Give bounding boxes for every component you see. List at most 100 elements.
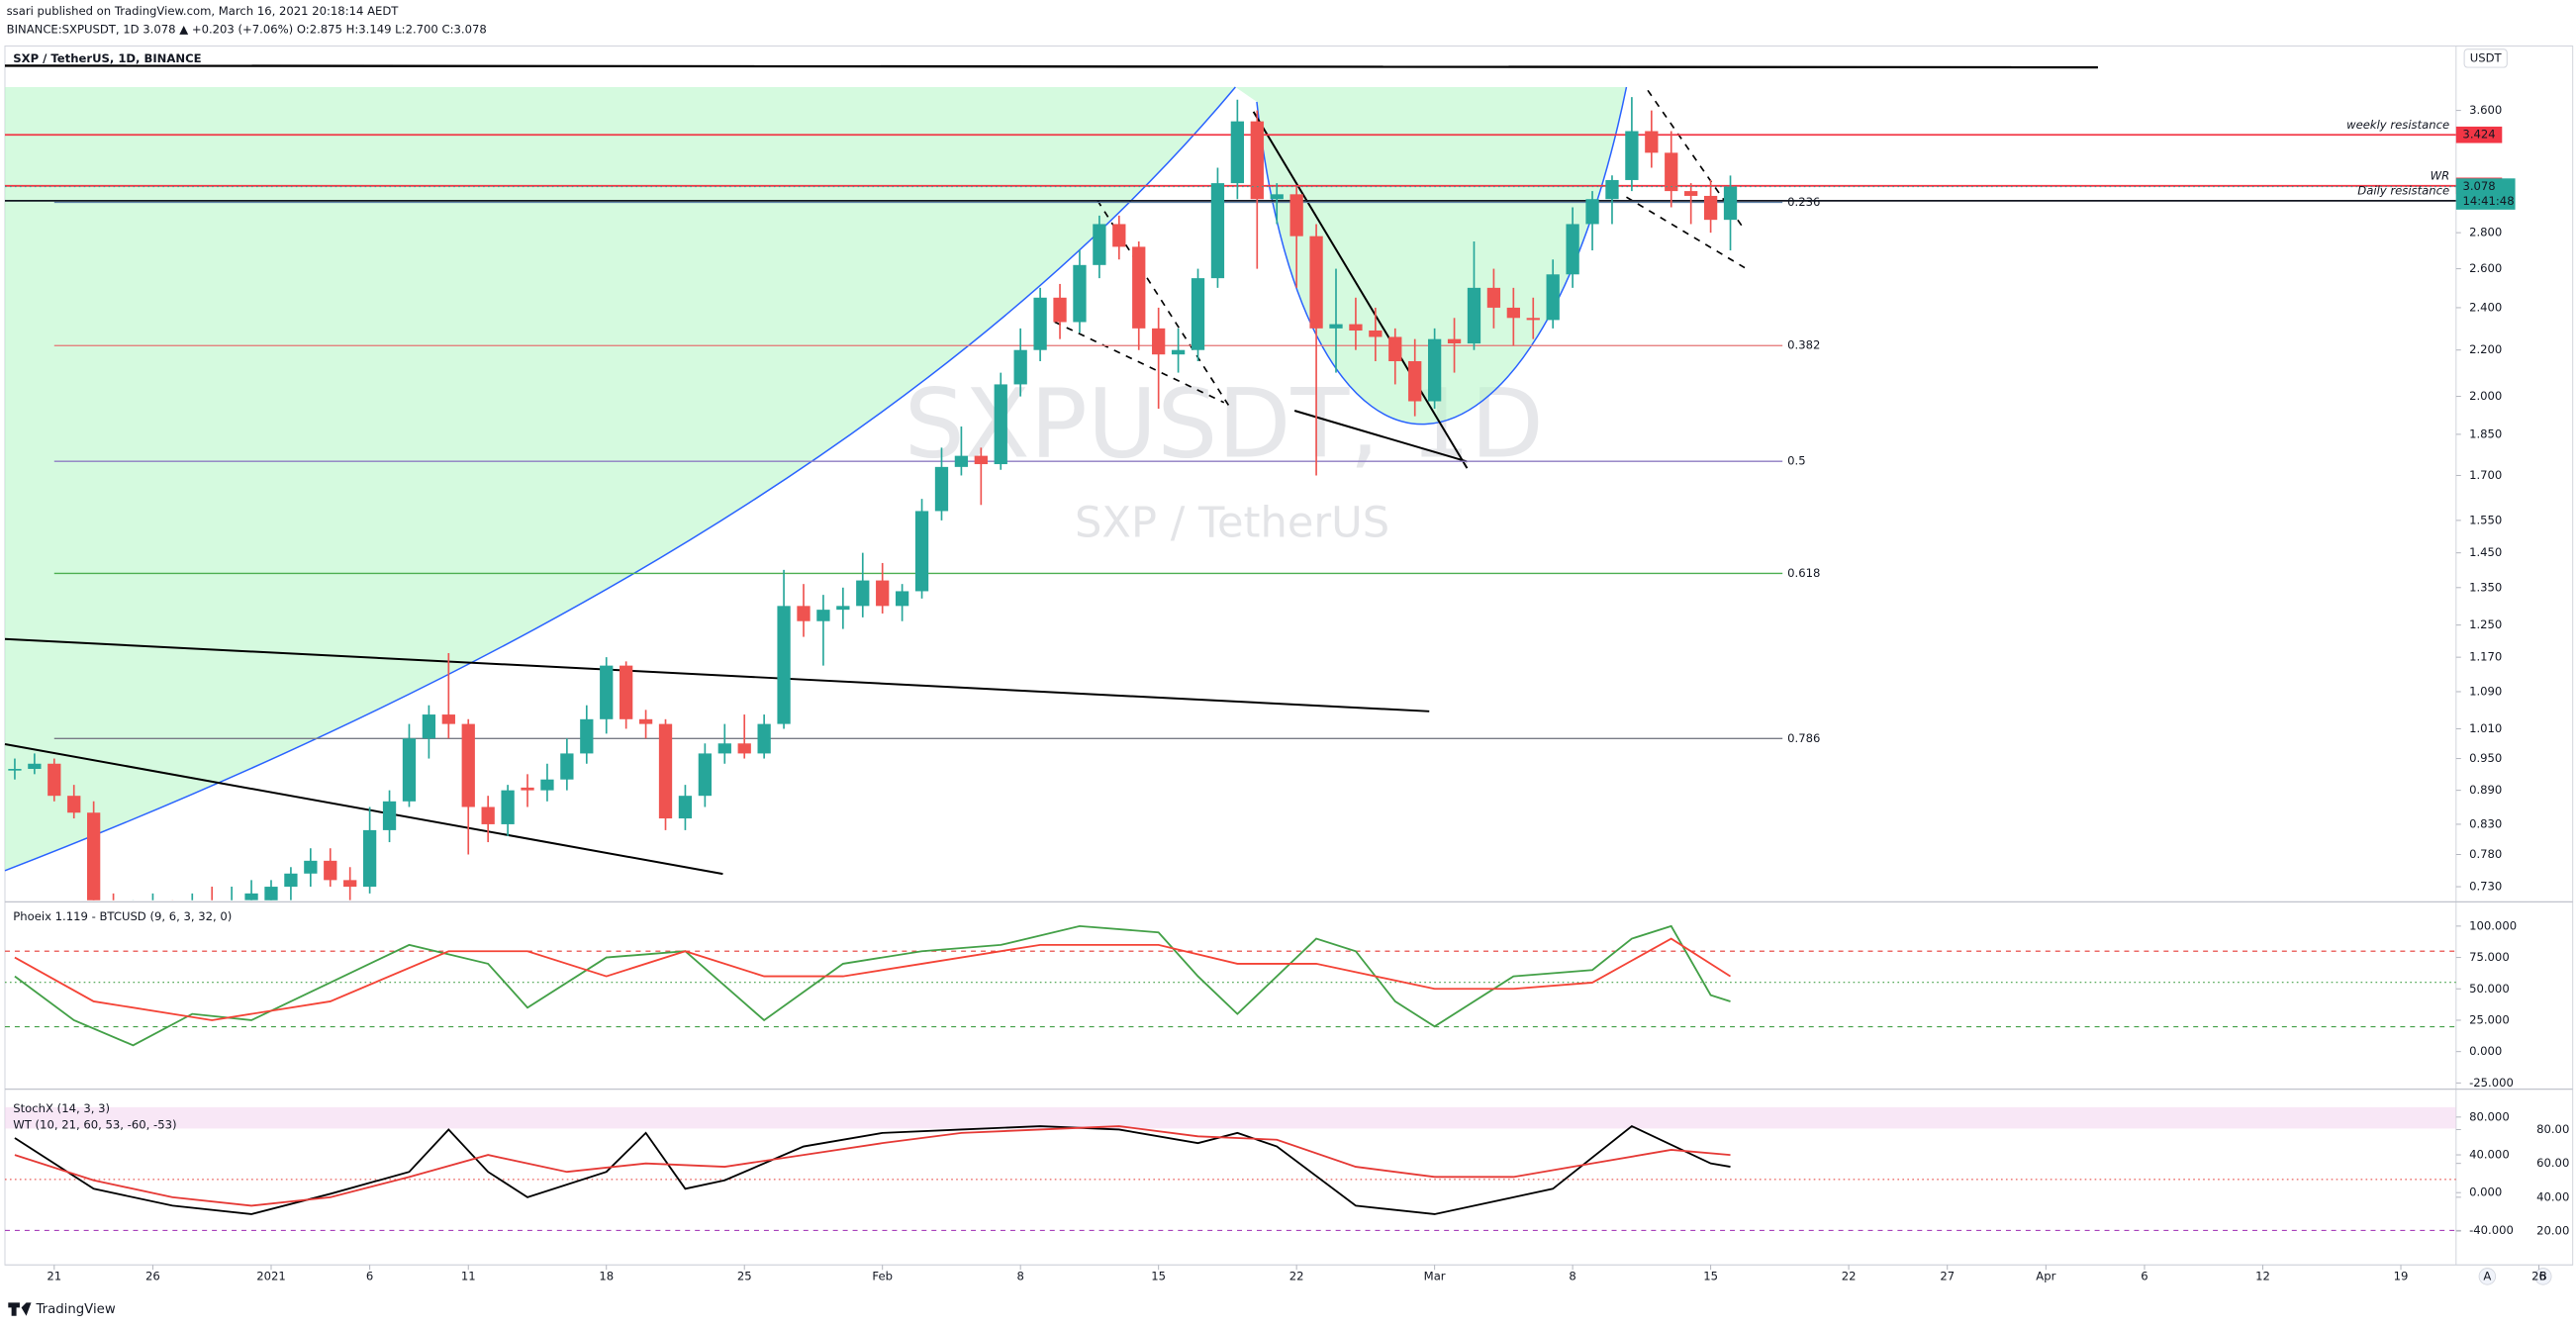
x-tick-label: 22 (1289, 1269, 1304, 1282)
candle-body (284, 873, 298, 888)
y-tick-label: 2.000 (2469, 389, 2502, 403)
published-line: ssari published on TradingView.com, Marc… (7, 4, 400, 18)
candle-body (1309, 236, 1323, 329)
candle-body (1506, 307, 1520, 319)
indicator-line (14, 937, 1732, 1021)
y-tick-label: -40.000 (2469, 1223, 2514, 1237)
candle-body (1191, 278, 1205, 350)
candle-body (343, 880, 357, 888)
candle-body (737, 743, 751, 754)
y-tick-label: 40.000 (2469, 1148, 2510, 1162)
candle-body (1645, 131, 1659, 153)
y-tick-label: 80.000 (2469, 1109, 2510, 1123)
candle-body (757, 723, 771, 754)
stoch-pane (4, 1106, 2456, 1231)
candle-body (481, 806, 495, 824)
x-tick-label: 15 (1703, 1269, 1718, 1282)
y-tick-label: 80.00 (2536, 1122, 2569, 1136)
x-tick-label: 26 (145, 1269, 160, 1282)
candle-body (994, 384, 1007, 465)
log-scale-button[interactable] (2534, 1268, 2552, 1285)
candle-body (1093, 224, 1106, 265)
candle-body (797, 606, 811, 621)
dashed-trendline (1054, 321, 1225, 404)
candle-body (87, 812, 101, 901)
candle-body (1427, 338, 1442, 402)
candle-body (1210, 183, 1225, 279)
candle-body (638, 718, 653, 724)
candle-body (1486, 287, 1501, 308)
symbol-line: BINANCE:SXPUSDT, 1D 3.078 ▲ +0.203 (+7.0… (7, 22, 487, 36)
x-tick-label: 25 (737, 1269, 752, 1282)
overbought-band (4, 1106, 2456, 1129)
auto-scale-button[interactable] (2478, 1268, 2497, 1285)
candle-body (1665, 152, 1678, 192)
auto-scale-label[interactable]: A (2483, 1269, 2491, 1282)
level-label: WR (2431, 168, 2450, 182)
candle-body (1329, 324, 1343, 329)
candle-body (1526, 318, 1540, 321)
x-tick-label: Mar (1424, 1269, 1446, 1282)
candle-body (382, 801, 397, 830)
candle-body (836, 606, 850, 611)
candle-body (777, 606, 791, 724)
y-tick-label: 25.000 (2469, 1012, 2510, 1026)
countdown: 14:41:48 (2462, 194, 2514, 208)
y-tick-label: 2.600 (2469, 261, 2502, 275)
candle-body (1447, 338, 1462, 344)
candle-body (441, 714, 455, 724)
fib-label: 0.618 (1787, 566, 1820, 580)
y-tick-label: 2.800 (2469, 226, 2502, 239)
x-tick-label: 21 (47, 1269, 61, 1282)
x-tick-label: 26 (2531, 1269, 2546, 1282)
x-tick-label: 19 (2394, 1269, 2409, 1282)
level-label: weekly resistance (2346, 118, 2449, 132)
candle-body (48, 763, 61, 797)
x-tick-label: 15 (1151, 1269, 1166, 1282)
level-badge-text: 3.424 (2462, 128, 2495, 142)
log-scale-label[interactable]: B (2539, 1269, 2547, 1282)
y-tick-label: 1.170 (2469, 650, 2502, 664)
y-tick-label: 0.780 (2469, 847, 2502, 861)
trendline (1293, 410, 1468, 463)
dashed-trendline (1647, 89, 1746, 231)
phoeix-pane (4, 924, 2456, 1047)
dashed-trendline (1626, 196, 1746, 269)
x-tick-label: 8 (1569, 1269, 1575, 1282)
candle-body (1388, 336, 1402, 362)
y-tick-label: 0.000 (2469, 1186, 2502, 1199)
y-tick-label: 1.450 (2469, 545, 2502, 559)
x-tick-label: 2021 (256, 1269, 286, 1282)
candle-body (362, 829, 377, 888)
y-tick-label: 0.890 (2469, 783, 2502, 797)
indicator-line (14, 924, 1731, 1047)
y-tick-label: 1.010 (2469, 721, 2502, 735)
fib-label: 0.382 (1787, 338, 1820, 352)
candle-body (8, 769, 22, 771)
y-tick-label: 0.730 (2469, 880, 2502, 894)
parabolic-curve (4, 86, 1236, 872)
footer-brand: TradingView (36, 1302, 116, 1317)
candle-body (974, 455, 988, 465)
candle-body (600, 665, 614, 719)
indicator-line (14, 1124, 1731, 1215)
candle-body (1112, 224, 1126, 247)
candle-body (1171, 349, 1186, 355)
candle-body (1270, 194, 1284, 200)
x-tick-label: 18 (599, 1269, 614, 1282)
x-tick-label: 6 (366, 1269, 373, 1282)
candle-body (244, 893, 258, 901)
candle-body (264, 887, 278, 901)
candle-body (954, 455, 969, 467)
candle-body (717, 743, 731, 754)
candle-body (461, 723, 475, 807)
candle-body (620, 665, 633, 719)
candle-body (1566, 224, 1579, 275)
shaded-region (4, 86, 1627, 871)
x-tick-label: Apr (2036, 1269, 2055, 1282)
y-tick-label: 1.550 (2469, 513, 2502, 526)
tradingview-logo (8, 1302, 32, 1316)
candle-body (501, 790, 515, 824)
candle-body (422, 714, 436, 739)
chart-title: SXP / TetherUS, 1D, BINANCE (13, 51, 201, 65)
